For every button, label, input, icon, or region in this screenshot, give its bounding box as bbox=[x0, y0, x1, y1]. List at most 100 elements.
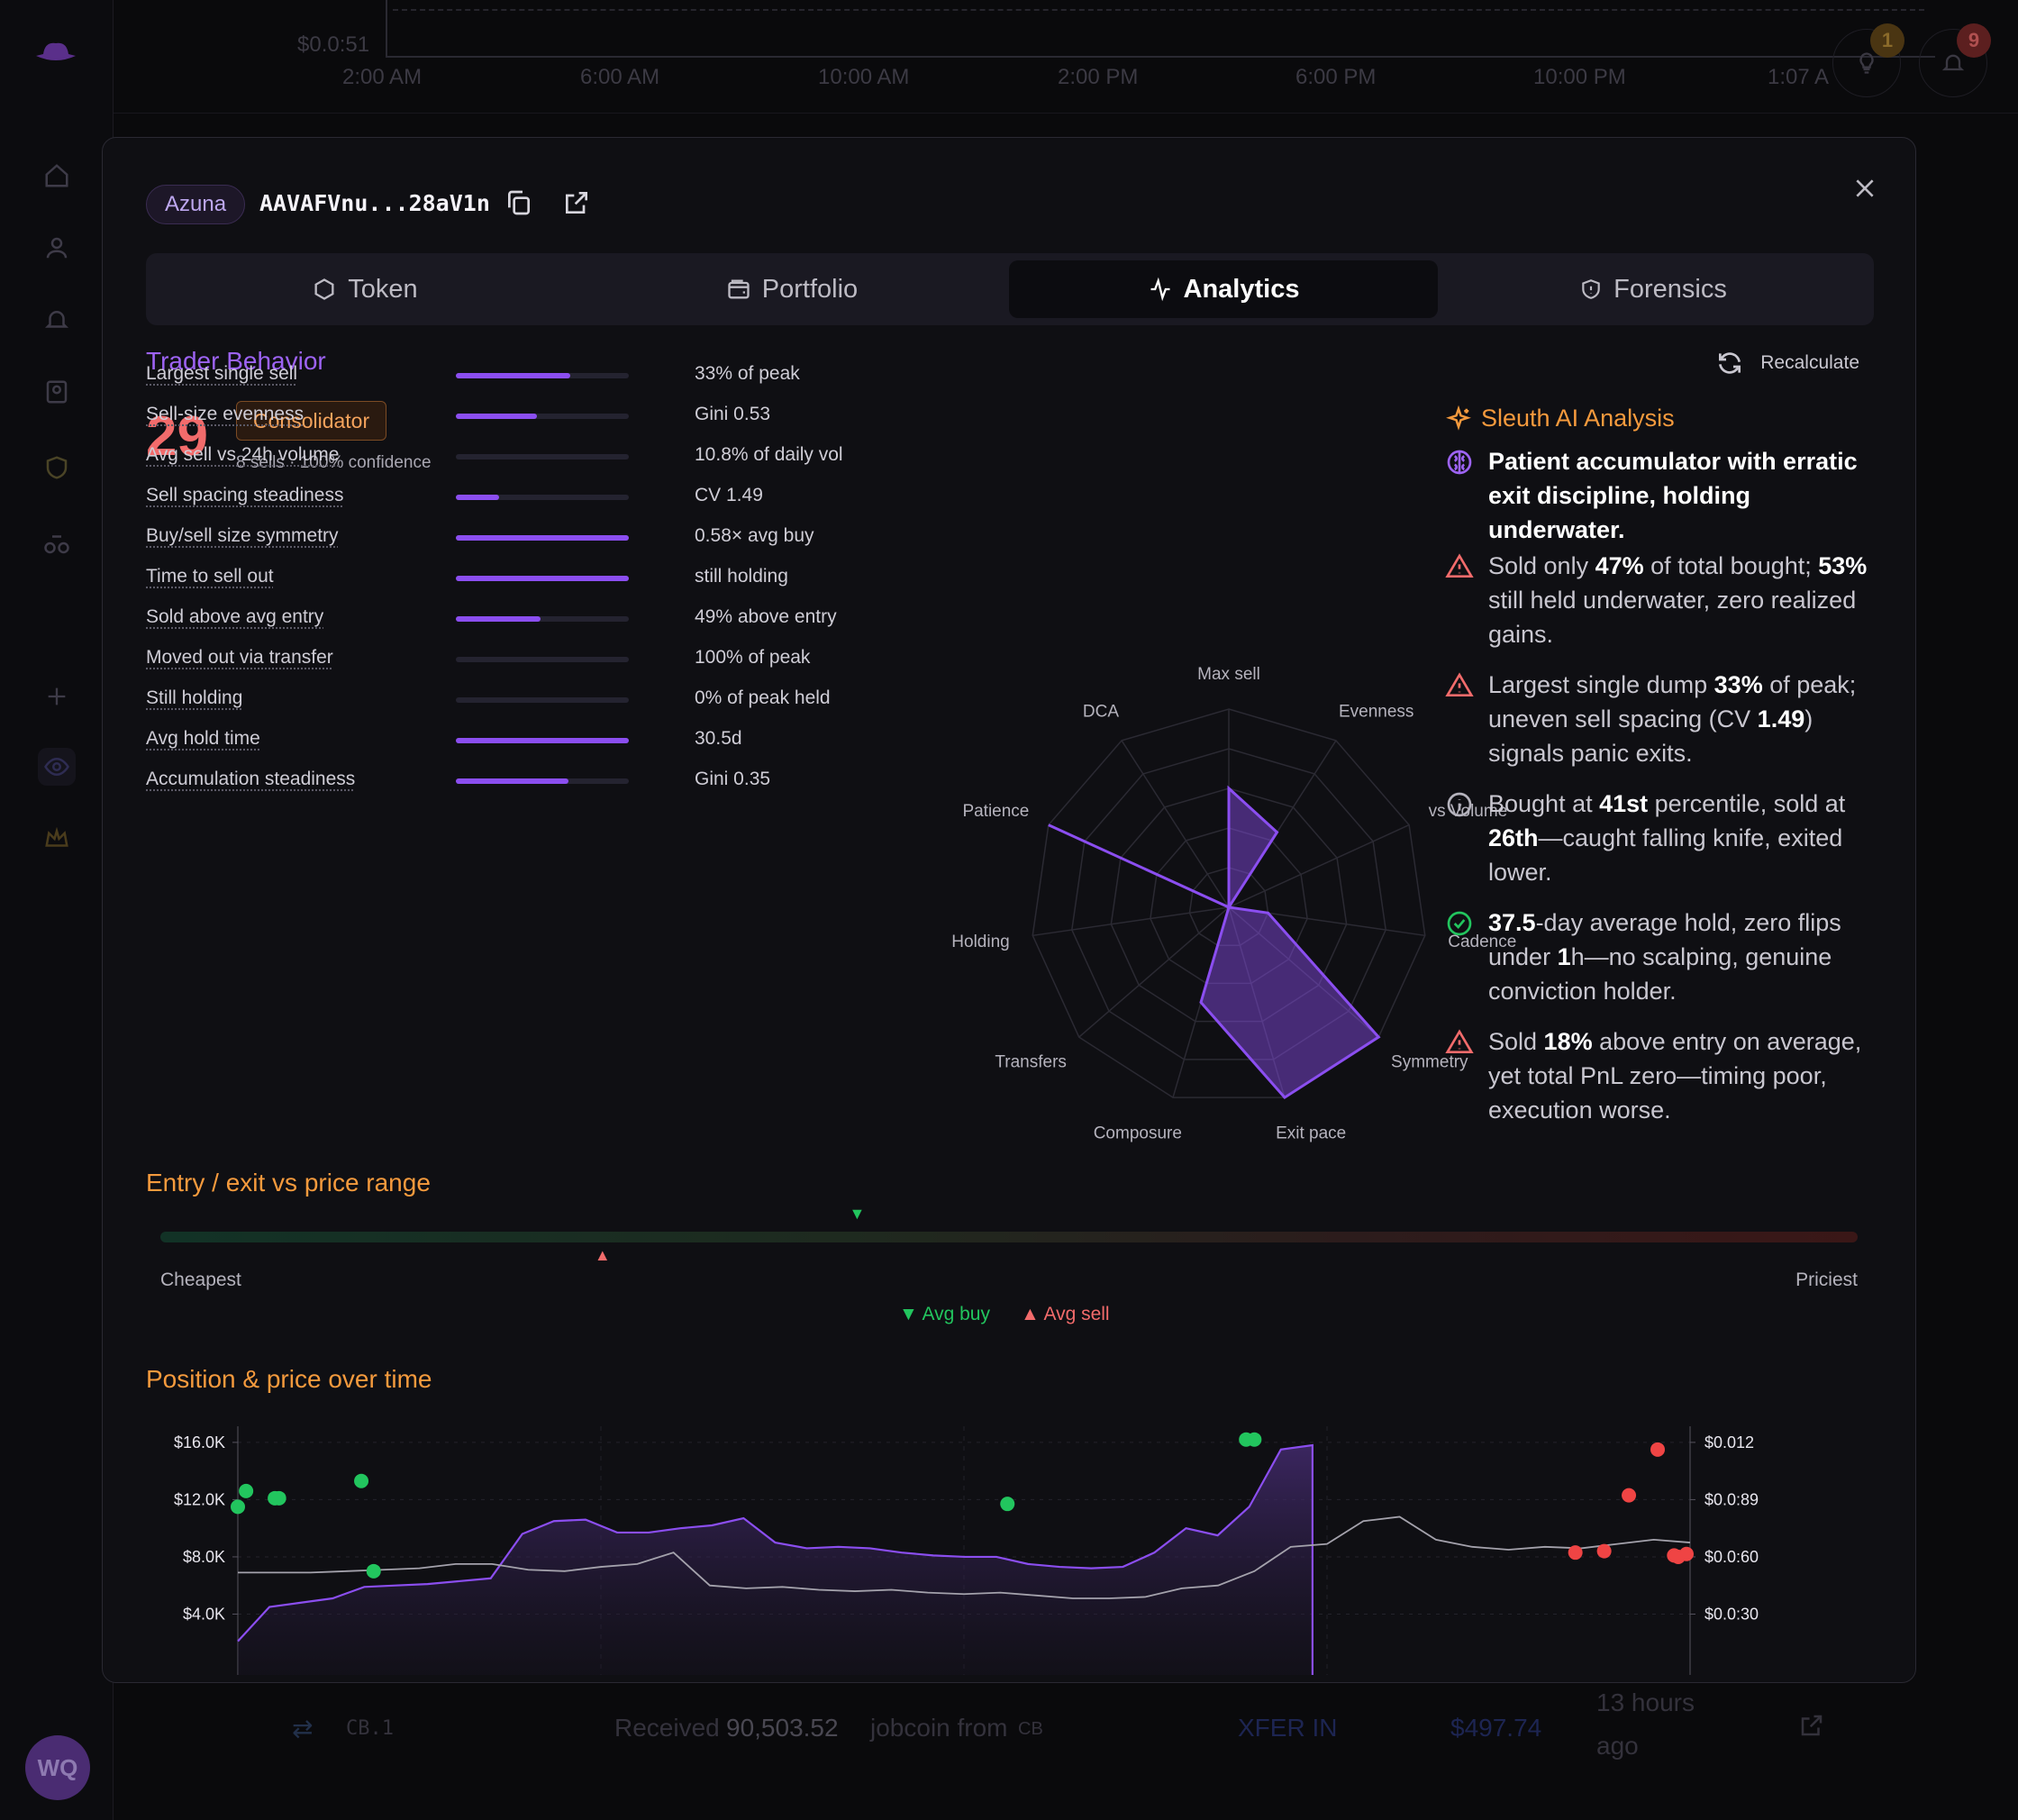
ai-analysis-title: Sleuth AI Analysis bbox=[1481, 405, 1675, 432]
radar-spoke bbox=[1032, 906, 1230, 937]
user-icon[interactable] bbox=[38, 229, 76, 267]
metric-label[interactable]: Accumulation steadiness bbox=[146, 769, 356, 789]
metric-bar bbox=[456, 576, 629, 581]
metric-row: Sold above avg entry 49% above entry bbox=[146, 606, 867, 633]
row-value: $497.74 bbox=[1450, 1714, 1542, 1742]
row-text-pre: Received bbox=[614, 1714, 720, 1742]
avg-sell-marker: ▲ bbox=[594, 1246, 611, 1264]
buy-marker[interactable] bbox=[1000, 1497, 1015, 1512]
tab-token[interactable]: Token bbox=[153, 260, 577, 318]
metric-label[interactable]: Avg sell vs 24h volume bbox=[146, 444, 340, 465]
metric-value: 10.8% of daily vol bbox=[695, 444, 843, 465]
wallet-label-chip[interactable]: Azuna bbox=[146, 185, 246, 224]
sell-marker[interactable] bbox=[1679, 1546, 1694, 1561]
time-tick-label: 2:00 AM bbox=[342, 65, 423, 89]
radar-axis-label: Holding bbox=[951, 933, 1009, 951]
metric-label[interactable]: Avg hold time bbox=[146, 728, 260, 749]
buy-marker[interactable] bbox=[354, 1473, 369, 1488]
right-axis-tick: $0.0:30 bbox=[1704, 1605, 1759, 1623]
sell-marker[interactable] bbox=[1622, 1488, 1637, 1503]
legend-avg-buy-label: Avg buy bbox=[922, 1304, 990, 1324]
row-type: XFER IN bbox=[1238, 1714, 1338, 1742]
radar-spoke bbox=[1228, 906, 1286, 1098]
recalculate-label: Recalculate bbox=[1760, 352, 1859, 373]
external-link-icon[interactable] bbox=[562, 188, 591, 222]
hat-logo-icon[interactable] bbox=[32, 38, 79, 69]
metric-bar bbox=[456, 778, 629, 784]
tab-forensics[interactable]: Forensics bbox=[1440, 260, 1867, 318]
close-icon bbox=[1856, 179, 1874, 197]
radar-axis-label: Cadence bbox=[1448, 933, 1516, 951]
metric-label[interactable]: Still holding bbox=[146, 687, 243, 708]
buy-marker[interactable] bbox=[231, 1499, 245, 1515]
tab-portfolio[interactable]: Portfolio bbox=[577, 260, 1007, 318]
metric-label[interactable]: Sell spacing steadiness bbox=[146, 485, 344, 505]
bell-icon[interactable] bbox=[38, 301, 76, 339]
buy-marker[interactable] bbox=[271, 1490, 286, 1506]
ai-insight-text: above entry on average, yet total PnL ze… bbox=[1488, 1028, 1862, 1124]
row-id: CB.1 bbox=[346, 1717, 394, 1740]
metric-value: 0.58× avg buy bbox=[695, 525, 814, 546]
ai-insight-highlight: 47% bbox=[1595, 552, 1644, 579]
metric-label[interactable]: Sold above avg entry bbox=[146, 606, 324, 627]
metric-label[interactable]: Largest single sell bbox=[146, 363, 298, 384]
brain-icon bbox=[1445, 448, 1474, 486]
metric-row: Sell spacing steadiness CV 1.49 bbox=[146, 485, 867, 512]
contacts-icon[interactable] bbox=[38, 373, 76, 411]
sell-marker[interactable] bbox=[1596, 1543, 1612, 1559]
metric-row: Moved out via transfer 100% of peak bbox=[146, 647, 867, 674]
radar-axis-label: Composure bbox=[1094, 1124, 1182, 1142]
close-button[interactable] bbox=[1847, 170, 1883, 206]
metric-label[interactable]: Time to sell out bbox=[146, 566, 274, 587]
home-icon[interactable] bbox=[38, 157, 76, 195]
avatar[interactable]: WQ bbox=[25, 1735, 90, 1800]
lightbulb-button[interactable] bbox=[1832, 29, 1901, 97]
tab-label: Token bbox=[348, 274, 418, 304]
ai-insight-highlight: 1.49 bbox=[1757, 705, 1805, 733]
metric-bar bbox=[456, 495, 629, 500]
tab-analytics[interactable]: Analytics bbox=[1009, 260, 1438, 318]
copy-icon[interactable] bbox=[504, 188, 533, 222]
metric-row: Avg hold time 30.5d bbox=[146, 728, 867, 755]
buy-marker[interactable] bbox=[1247, 1432, 1262, 1447]
left-axis-tick: $16.0K bbox=[174, 1433, 225, 1451]
legend-avg-sell-label: Avg sell bbox=[1043, 1304, 1110, 1324]
metric-value: 100% of peak bbox=[695, 647, 811, 668]
binoculars-icon[interactable] bbox=[38, 524, 76, 562]
radar-grid-ring bbox=[1188, 867, 1269, 946]
radar-grid-ring bbox=[1032, 708, 1426, 1098]
radar-spoke bbox=[1228, 906, 1379, 1038]
price-range-bar bbox=[160, 1232, 1858, 1242]
buy-marker[interactable] bbox=[239, 1483, 254, 1498]
ai-insight: 37.5-day average hold, zero flips under … bbox=[1445, 905, 1868, 1008]
range-cheapest-label: Cheapest bbox=[160, 1269, 241, 1290]
time-tick-label: 2:00 PM bbox=[1058, 65, 1139, 89]
plus-icon[interactable] bbox=[38, 678, 76, 715]
axis-line bbox=[386, 56, 1935, 58]
section-title-trader-behavior: Trader Behavior bbox=[146, 347, 326, 375]
notifications-button[interactable] bbox=[1919, 29, 1987, 97]
metric-bar-fill bbox=[456, 495, 499, 500]
range-legend: ▼ Avg buy ▲ Avg sell bbox=[899, 1304, 1110, 1325]
external-link-icon[interactable] bbox=[1798, 1712, 1825, 1745]
ai-insight-highlight: 41st bbox=[1599, 790, 1649, 817]
crown-icon[interactable] bbox=[38, 820, 76, 858]
recalculate-button[interactable]: Recalculate bbox=[1715, 349, 1859, 378]
left-axis-tick: $8.0K bbox=[183, 1548, 225, 1566]
metric-bar bbox=[456, 697, 629, 703]
ai-insight-text: ) signals panic exits. bbox=[1488, 705, 1813, 767]
metric-label[interactable]: Moved out via transfer bbox=[146, 647, 333, 668]
activity-row[interactable]: ⇄ CB.1 Received 90,503.52 jobcoin from C… bbox=[252, 1685, 1874, 1775]
sell-marker[interactable] bbox=[1568, 1545, 1583, 1561]
sell-marker[interactable] bbox=[1650, 1442, 1666, 1457]
metric-label[interactable]: Buy/sell size symmetry bbox=[146, 525, 339, 546]
buy-marker[interactable] bbox=[366, 1563, 381, 1579]
shield-check-icon[interactable] bbox=[38, 449, 76, 487]
warning-icon bbox=[1445, 671, 1474, 709]
right-axis-tick: $0.012 bbox=[1704, 1433, 1754, 1451]
metric-label[interactable]: Sell-size evenness bbox=[146, 404, 305, 424]
ai-insight: Sold only 47% of total bought; 53% still… bbox=[1445, 549, 1868, 651]
eye-icon[interactable] bbox=[38, 748, 76, 786]
metric-row: Largest single sell 33% of peak bbox=[146, 363, 867, 390]
cube-icon bbox=[314, 278, 334, 300]
